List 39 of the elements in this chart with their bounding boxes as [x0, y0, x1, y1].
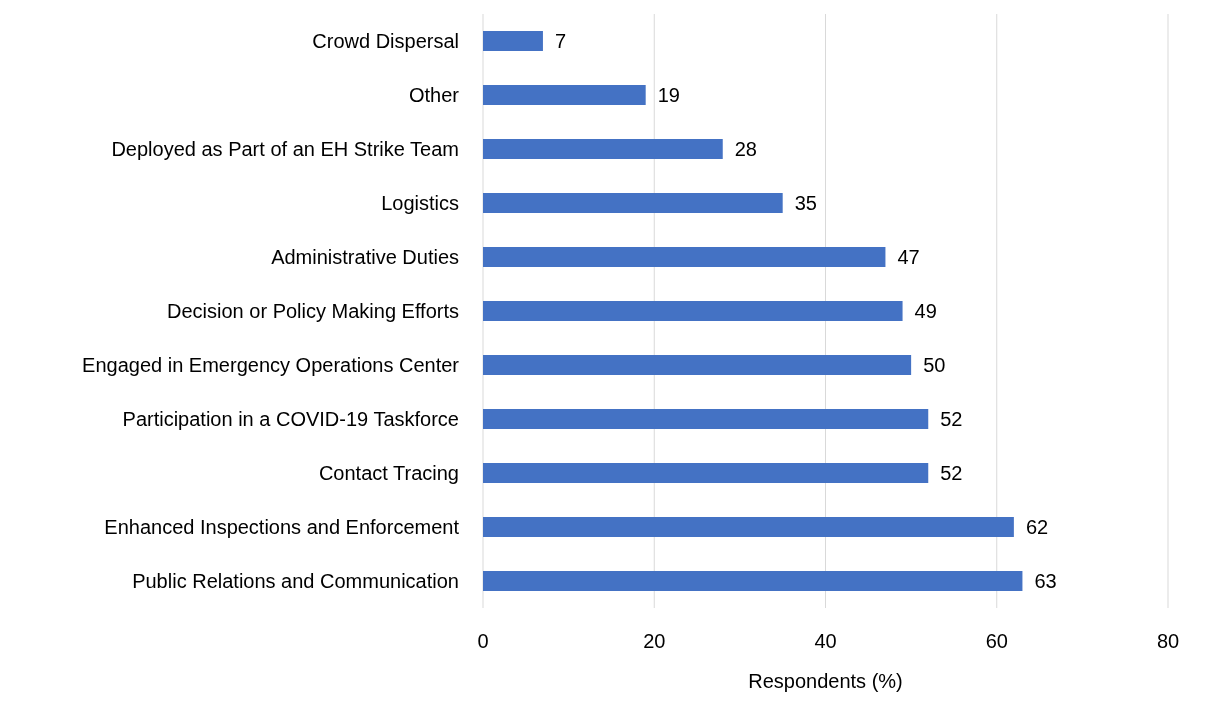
data-label: 52	[940, 462, 963, 485]
x-tick-label: 20	[643, 630, 666, 653]
bar	[483, 247, 886, 267]
bar	[483, 571, 1023, 591]
y-tick-label: Contact Tracing	[318, 462, 459, 485]
x-axis-title: Respondents (%)	[748, 670, 903, 692]
x-tick-label: 60	[985, 630, 1008, 653]
bar	[483, 463, 929, 483]
data-label: 63	[1034, 570, 1057, 593]
y-tick-label: Enhanced Inspections and Enforcement	[104, 516, 460, 539]
data-label: 47	[897, 246, 920, 269]
data-label: 50	[923, 354, 946, 377]
data-label: 19	[657, 84, 680, 107]
data-label: 52	[940, 408, 963, 431]
bar	[483, 409, 929, 429]
y-tick-label: Deployed as Part of an EH Strike Team	[111, 138, 459, 161]
y-tick-label: Logistics	[381, 192, 459, 215]
bar	[483, 355, 912, 375]
bar	[483, 193, 783, 213]
bar	[483, 85, 646, 105]
bar	[483, 301, 903, 321]
bar	[483, 31, 543, 51]
data-label: 7	[554, 30, 567, 53]
y-tick-label: Engaged in Emergency Operations Center	[82, 354, 460, 377]
y-tick-label: Public Relations and Communication	[132, 570, 459, 593]
x-tick-label: 80	[1156, 630, 1180, 653]
bar	[483, 139, 723, 159]
data-label: 62	[1025, 516, 1049, 539]
y-tick-label: Administrative Duties	[271, 246, 459, 269]
y-tick-label: Decision or Policy Making Efforts	[167, 300, 459, 323]
bar	[483, 517, 1014, 537]
y-tick-label: Other	[408, 84, 460, 107]
y-tick-label: Participation in a COVID-19 Taskforce	[122, 408, 459, 431]
y-tick-label: Crowd Dispersal	[312, 30, 459, 53]
data-label: 35	[794, 192, 817, 215]
data-label: 49	[914, 300, 937, 323]
x-tick-label: 0	[477, 630, 489, 653]
data-label: 28	[734, 138, 757, 161]
x-tick-label: 40	[814, 630, 837, 653]
